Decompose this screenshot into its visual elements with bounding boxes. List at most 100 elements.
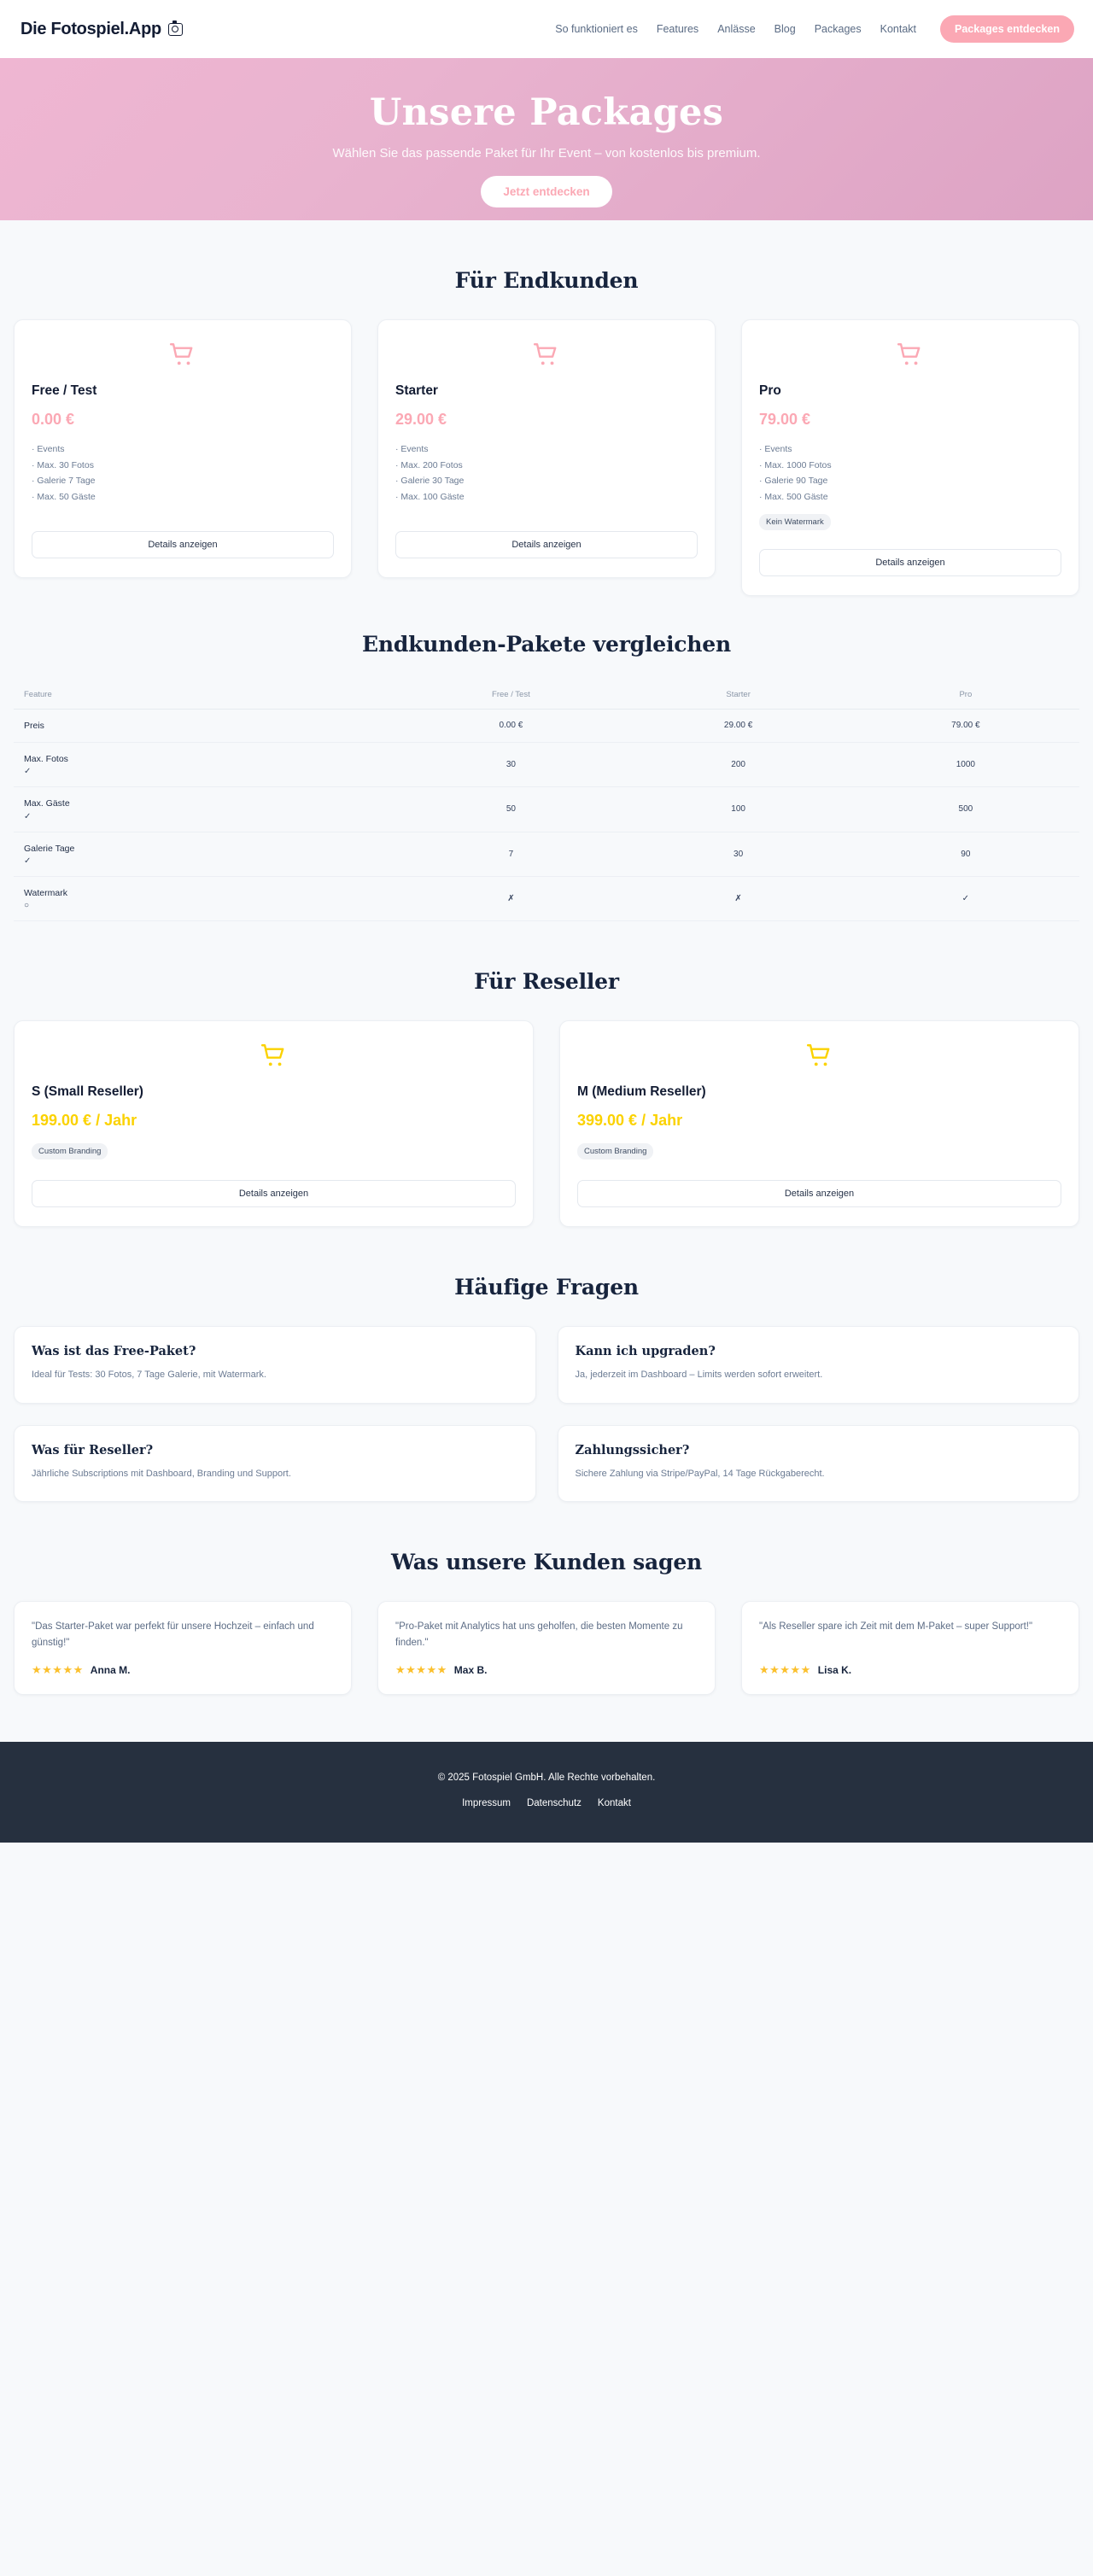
- details-anzeigen-button[interactable]: Details anzeigen: [32, 530, 334, 558]
- pricing-card[interactable]: Free / Test 0.00 € · Events · Max. 30 Fo…: [14, 319, 352, 578]
- faq-question: Was für Reseller?: [32, 1442, 154, 1457]
- faq-card[interactable]: Zahlungssicher? Sichere Zahlung via Stri…: [557, 1424, 1079, 1503]
- table-row: Watermark ○ ✗ ✗ ✓: [14, 876, 1079, 922]
- check-icon: ✓: [24, 856, 32, 866]
- faq-card[interactable]: Was ist das Free-Paket? Ideal für Tests:…: [14, 1326, 536, 1404]
- site-footer: © 2025 Fotospiel GmbH. Alle Rechte vorbe…: [0, 1742, 1093, 1843]
- cell-starter: 30: [624, 832, 852, 877]
- cell-pro: ✓: [851, 876, 1079, 922]
- col-free-test: Free / Test: [397, 681, 625, 710]
- faq-card[interactable]: Kann ich upgraden? Ja, jederzeit im Dash…: [557, 1326, 1079, 1404]
- footer-link-impressum[interactable]: Impressum: [462, 1798, 511, 1809]
- footer-copyright: © 2025 Fotospiel GmbH. Alle Rechte vorbe…: [437, 1773, 656, 1784]
- nav-item-features[interactable]: Features: [656, 23, 699, 35]
- nav-item-so-funktioniert-es[interactable]: So funktioniert es: [555, 23, 638, 35]
- jetzt-entdecken-button[interactable]: Jetzt entdecken: [481, 176, 612, 208]
- star-rating-icon: ★★★★★: [759, 1663, 811, 1677]
- star-rating-icon: ★★★★★: [32, 1663, 84, 1677]
- feature-name: Galerie Tage: [24, 843, 75, 854]
- compare-table-wrap: Feature Free / Test Starter Pro Preis 0.…: [14, 681, 1079, 922]
- nav-item-kontakt[interactable]: Kontakt: [880, 23, 916, 35]
- faq-answer: Sichere Zahlung via Stripe/PayPal, 14 Ta…: [575, 1468, 825, 1479]
- cell-free-test: 7: [397, 832, 625, 877]
- brand-name: Die Fotospiel.App: [20, 19, 161, 38]
- feature-item: · Max. 500 Gäste: [759, 492, 828, 503]
- feature-name: Preis: [24, 720, 44, 731]
- hero-section: Unsere Packages Wählen Sie das passende …: [0, 58, 1093, 220]
- hero-title: Unsere Packages: [369, 91, 724, 134]
- details-anzeigen-button[interactable]: Details anzeigen: [32, 1180, 516, 1208]
- col-pro: Pro: [851, 681, 1079, 710]
- reseller-card[interactable]: M (Medium Reseller) 399.00 € / Jahr Cust…: [559, 1020, 1079, 1228]
- feature-item: · Galerie 30 Tage: [395, 476, 465, 487]
- reseller-section: Für Reseller S (Small Reseller) 199.00 €…: [0, 969, 1093, 1228]
- pricing-card[interactable]: Starter 29.00 € · Events · Max. 200 Foto…: [377, 319, 716, 578]
- spacer: [0, 1502, 1093, 1550]
- cell-starter: 29.00 €: [624, 709, 852, 744]
- shopping-cart-icon: [577, 1042, 1061, 1071]
- testimonial-meta: ★★★★★ Max B.: [395, 1663, 698, 1677]
- nav-item-anlaesse[interactable]: Anlässe: [717, 23, 756, 35]
- feature-item: · Galerie 7 Tage: [32, 476, 96, 487]
- plan-name: S (Small Reseller): [32, 1084, 143, 1100]
- cell-starter: ✗: [624, 876, 852, 922]
- feature-item: · Events: [32, 444, 65, 454]
- faq-section: Häufige Fragen Was ist das Free-Paket? I…: [0, 1275, 1093, 1503]
- col-starter: Starter: [624, 681, 852, 710]
- shopping-cart-icon: [32, 1042, 516, 1071]
- feature-item: · Events: [759, 444, 792, 454]
- footer-link-kontakt[interactable]: Kontakt: [597, 1798, 631, 1809]
- site-header: Die Fotospiel.App So funktioniert es Fea…: [0, 0, 1093, 58]
- testimonial-quote: "Als Reseller spare ich Zeit mit dem M-P…: [759, 1621, 1033, 1633]
- table-row: Max. Gäste ✓ 50 100 500: [14, 786, 1079, 832]
- details-anzeigen-button[interactable]: Details anzeigen: [395, 530, 698, 558]
- table-row: Max. Fotos ✓ 30 200 1000: [14, 742, 1079, 788]
- testimonial-quote: "Pro-Paket mit Analytics hat uns geholfe…: [395, 1621, 683, 1648]
- details-anzeigen-button[interactable]: Details anzeigen: [577, 1180, 1061, 1208]
- plan-features: · Events · Max. 30 Fotos · Galerie 7 Tag…: [32, 441, 334, 505]
- plan-badge: Kein Watermark: [759, 513, 831, 530]
- feature-item: · Max. 50 Gäste: [32, 492, 96, 503]
- check-icon: ✓: [24, 767, 32, 777]
- footer-links: Impressum Datenschutz Kontakt: [0, 1798, 1093, 1808]
- faq-card[interactable]: Was für Reseller? Jährliche Subscription…: [14, 1424, 536, 1503]
- cell-free-test: ✗: [397, 876, 625, 922]
- feature-item: · Galerie 90 Tage: [759, 476, 828, 487]
- endkunden-cards: Free / Test 0.00 € · Events · Max. 30 Fo…: [14, 319, 1079, 596]
- feature-item: · Max. 200 Fotos: [395, 459, 463, 470]
- shopping-cart-icon: [395, 341, 698, 370]
- cell-pro: 79.00 €: [851, 709, 1079, 744]
- plan-name: Starter: [395, 383, 438, 398]
- plan-name: Pro: [759, 383, 781, 398]
- footer-link-datenschutz[interactable]: Datenschutz: [526, 1798, 582, 1809]
- circle-icon: ○: [24, 901, 30, 911]
- faq-answer: Ideal für Tests: 30 Fotos, 7 Tage Galeri…: [32, 1370, 266, 1381]
- testimonial-author: Max B.: [453, 1664, 488, 1677]
- faq-question: Was ist das Free-Paket?: [32, 1344, 196, 1359]
- plan-features: · Events · Max. 1000 Fotos · Galerie 90 …: [759, 441, 1061, 505]
- testimonial-meta: ★★★★★ Lisa K.: [759, 1663, 1061, 1677]
- pricing-card[interactable]: Pro 79.00 € · Events · Max. 1000 Fotos ·…: [741, 319, 1079, 596]
- nav-item-blog[interactable]: Blog: [774, 23, 796, 35]
- reseller-card[interactable]: S (Small Reseller) 199.00 € / Jahr Custo…: [14, 1020, 534, 1228]
- details-anzeigen-button[interactable]: Details anzeigen: [759, 548, 1061, 576]
- packages-entdecken-button[interactable]: Packages entdecken: [940, 15, 1074, 43]
- feature-name: Max. Gäste: [24, 798, 70, 809]
- testimonial-author: Lisa K.: [817, 1664, 852, 1677]
- spacer: [0, 596, 1093, 632]
- compare-table: Feature Free / Test Starter Pro Preis 0.…: [14, 681, 1079, 922]
- testimonials-section: Was unsere Kunden sagen "Das Starter-Pak…: [0, 1550, 1093, 1696]
- brand-logo[interactable]: Die Fotospiel.App: [20, 20, 183, 39]
- table-row: Galerie Tage ✓ 7 30 90: [14, 832, 1079, 877]
- main-nav: So funktioniert es Features Anlässe Blog…: [555, 15, 1074, 43]
- testimonial-cards: "Das Starter-Paket war perfekt für unser…: [14, 1601, 1079, 1696]
- testimonials-title: Was unsere Kunden sagen: [390, 1550, 703, 1575]
- compare-title: Endkunden-Pakete vergleichen: [362, 631, 731, 657]
- row-feature-label: Watermark ○: [14, 876, 398, 922]
- plan-badge: Custom Branding: [577, 1143, 654, 1160]
- col-feature: Feature: [14, 681, 398, 710]
- plan-price: 0.00 €: [32, 411, 75, 428]
- nav-item-packages[interactable]: Packages: [814, 23, 862, 35]
- table-header-row: Feature Free / Test Starter Pro: [14, 681, 1079, 710]
- cell-free-test: 50: [397, 786, 625, 832]
